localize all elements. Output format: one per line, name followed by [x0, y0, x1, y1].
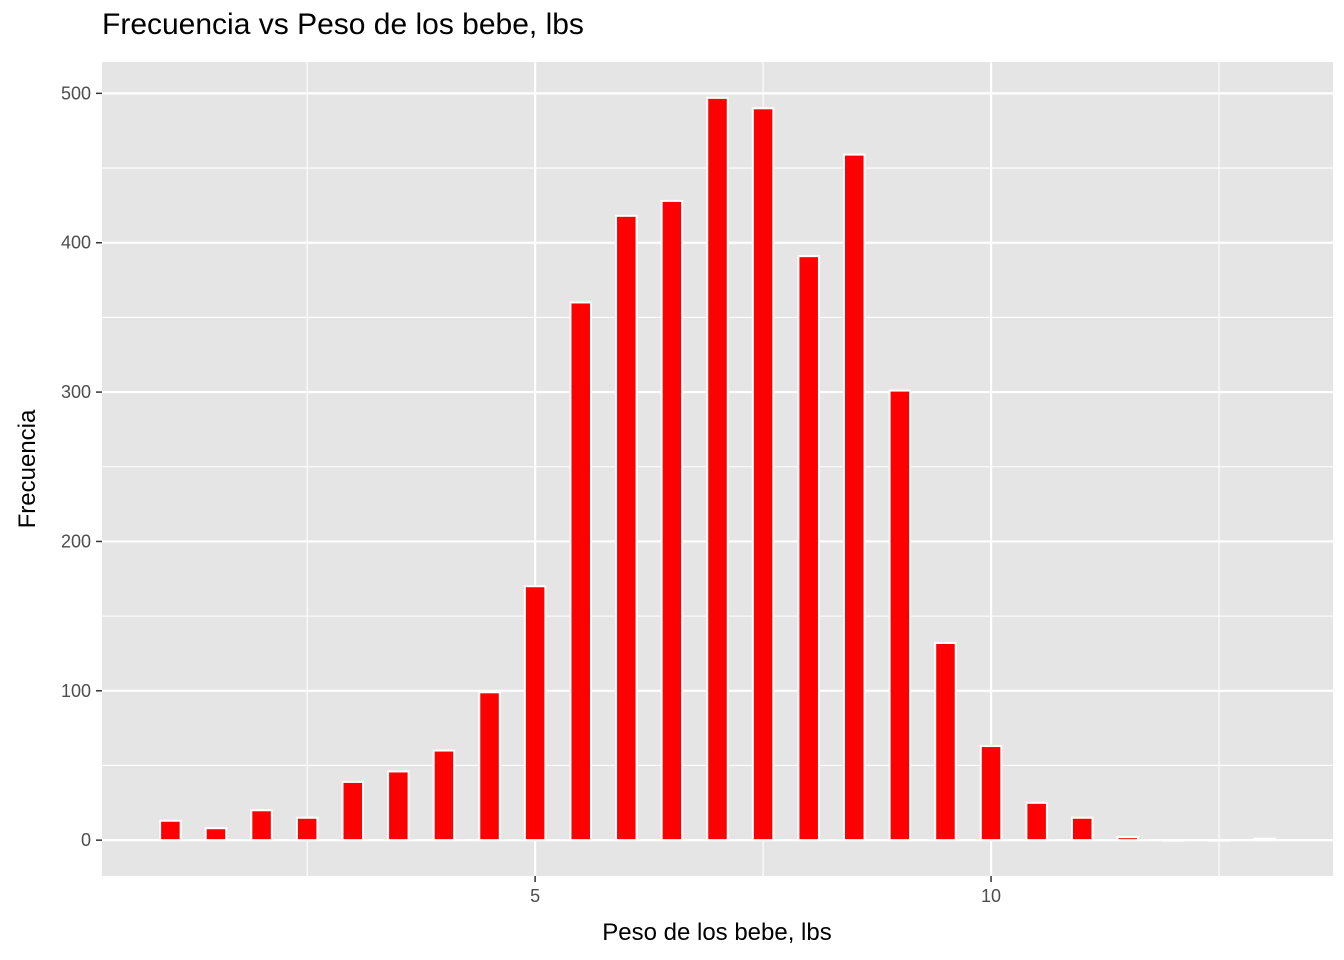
bar — [478, 691, 501, 842]
bar — [432, 749, 456, 842]
x-tick-label: 10 — [981, 886, 1001, 906]
y-tick-label: 400 — [61, 233, 91, 253]
bar — [569, 301, 592, 842]
bar — [159, 819, 182, 842]
bar — [250, 809, 273, 842]
bar — [1162, 839, 1185, 842]
bar — [934, 642, 957, 842]
bar — [523, 585, 547, 842]
bar — [1116, 836, 1140, 842]
bar — [1253, 837, 1276, 842]
bar — [888, 389, 912, 842]
y-tick-label: 100 — [61, 681, 91, 701]
bar — [706, 96, 729, 842]
y-tick-label: 0 — [81, 830, 91, 850]
bar — [843, 153, 866, 842]
bar — [751, 107, 775, 842]
bar — [660, 199, 684, 842]
bar — [387, 770, 410, 842]
bar — [1070, 816, 1094, 842]
bar — [1025, 801, 1048, 842]
bars — [159, 96, 1276, 842]
y-tick-label: 500 — [61, 83, 91, 103]
bar — [615, 214, 638, 842]
y-tick-label: 300 — [61, 382, 91, 402]
x-tick-label: 5 — [530, 886, 540, 906]
chart-title: Frecuencia vs Peso de los bebe, lbs — [102, 8, 584, 41]
y-axis-title: Frecuencia — [14, 409, 41, 528]
x-axis-title: Peso de los bebe, lbs — [602, 919, 832, 946]
y-tick-label: 200 — [61, 531, 91, 551]
bar — [1207, 839, 1231, 842]
bar — [295, 816, 319, 842]
bar — [204, 827, 228, 842]
axis-ticks — [96, 92, 992, 882]
bar — [341, 780, 365, 842]
bar — [979, 745, 1003, 842]
bar — [797, 255, 820, 842]
